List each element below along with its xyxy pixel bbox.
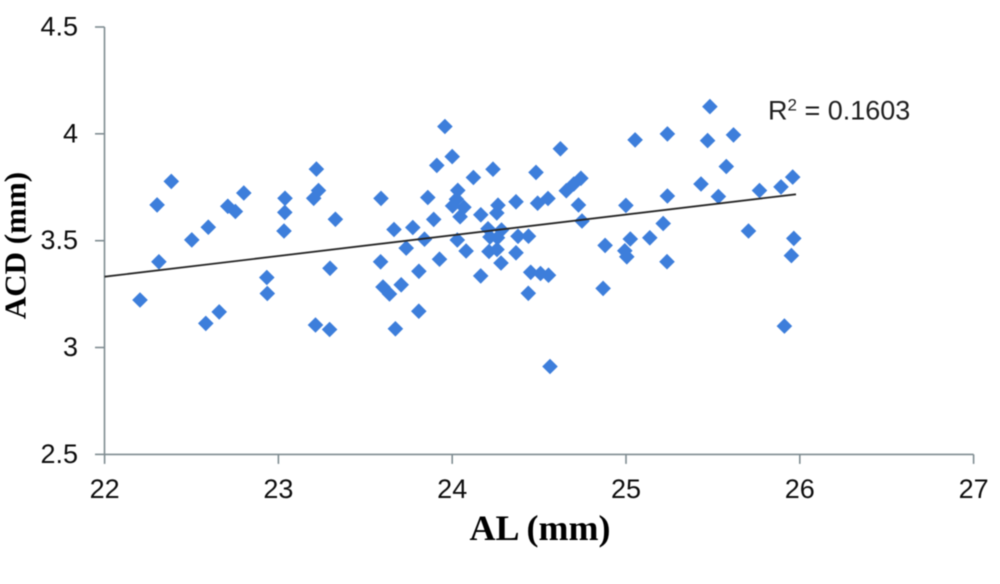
svg-text:2.5: 2.5 <box>40 439 78 469</box>
svg-text:25: 25 <box>611 474 641 504</box>
svg-text:23: 23 <box>263 474 293 504</box>
svg-text:3.5: 3.5 <box>40 225 78 255</box>
svg-text:4.5: 4.5 <box>40 12 78 42</box>
svg-text:4: 4 <box>63 118 78 148</box>
svg-text:3: 3 <box>63 332 78 362</box>
svg-text:24: 24 <box>437 474 467 504</box>
svg-text:R2 = 0.1603: R2 = 0.1603 <box>768 95 910 126</box>
svg-text:ACD (mm): ACD (mm) <box>0 172 33 319</box>
svg-text:AL (mm): AL (mm) <box>470 508 611 548</box>
svg-text:26: 26 <box>785 474 815 504</box>
svg-text:27: 27 <box>959 474 989 504</box>
svg-text:22: 22 <box>90 474 120 504</box>
